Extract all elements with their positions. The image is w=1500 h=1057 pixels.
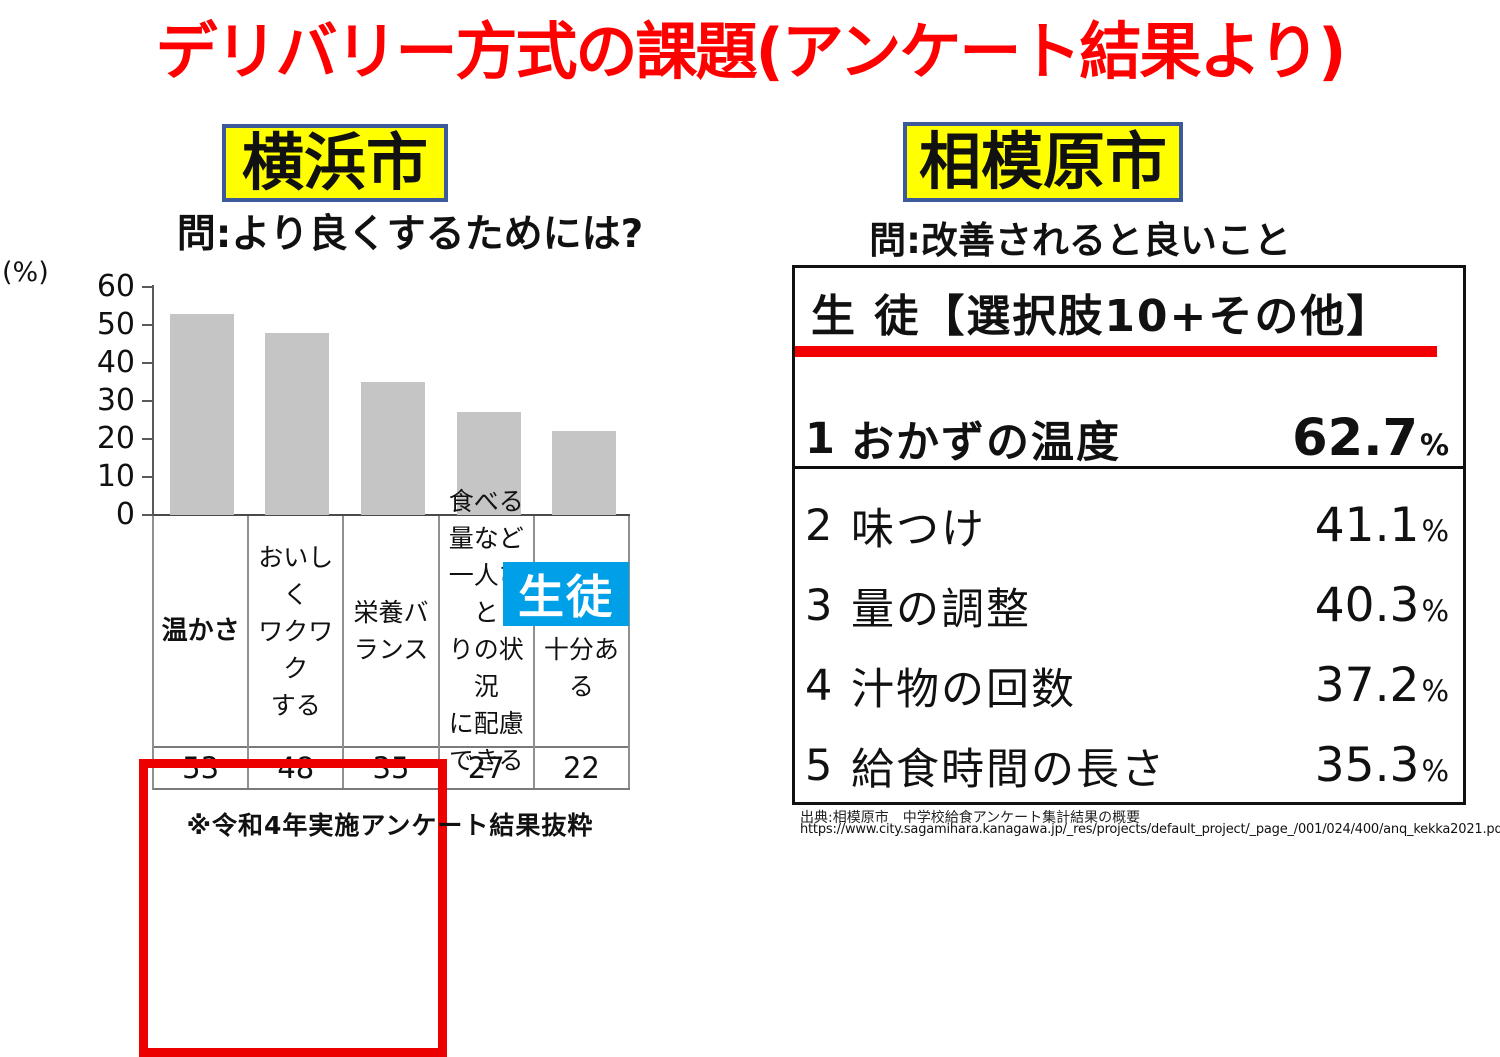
- ranking-row-5: 5 給食時間の長さ 35.3%: [795, 738, 1463, 795]
- rank-number: 2: [805, 500, 835, 551]
- y-tick-label: 40: [96, 345, 135, 380]
- y-tick-mark: [142, 324, 153, 326]
- title-red-underline-bar: [795, 346, 1437, 357]
- rank-value: 41.1%: [1314, 498, 1449, 553]
- category-value-cell: 53: [154, 746, 248, 788]
- y-tick-mark: [142, 362, 153, 364]
- rank-value-unit: %: [1421, 514, 1449, 548]
- category-cell: おいしく ワクワク する: [258, 542, 334, 720]
- top3-highlight-red-box: [139, 759, 447, 1057]
- category-column-0: 温かさ 53: [154, 516, 250, 788]
- y-tick-label: 30: [96, 383, 135, 418]
- category-cell: 食べる 量など 一人ひと りの状況 に配慮 できる: [448, 487, 524, 775]
- slide: デリバリー方式の課題(アンケート結果より) 横浜市 問:より良くするためには? …: [0, 15, 1500, 1057]
- rank-number: 4: [805, 660, 835, 711]
- y-tick-label: 50: [96, 307, 135, 342]
- category-column-1: おいしく ワクワク する 48: [249, 516, 345, 788]
- ranking-table-title: 生 徒【選択肢10+その他】: [811, 291, 1393, 342]
- bar-3: [456, 412, 521, 515]
- students-badge: 生徒: [503, 562, 629, 626]
- category-cell: 温かさ: [161, 615, 240, 646]
- yokohama-bar-chart: (%) 0 10 20 30 40 50 60 温かさ 53 おいしく ワクワク する 48 栄養バ…: [0, 255, 700, 1057]
- rank-label: 量の調整: [851, 584, 1031, 635]
- rank-value: 37.2%: [1314, 658, 1449, 713]
- slide-title: デリバリー方式の課題(アンケート結果より): [155, 15, 1347, 88]
- rank-value: 35.3%: [1314, 738, 1449, 793]
- bar-4: [552, 431, 617, 515]
- rank-label: 給食時間の長さ: [851, 744, 1166, 795]
- rank-value: 62.7%: [1292, 409, 1449, 468]
- rank-label: 味つけ: [851, 504, 986, 555]
- rank-value-unit: %: [1421, 754, 1449, 788]
- ranking-row-2: 2 味つけ 41.1%: [795, 498, 1463, 555]
- y-tick-label: 10: [96, 459, 135, 494]
- category-value-cell: 48: [249, 746, 343, 788]
- rank-label: 汁物の回数: [851, 664, 1076, 715]
- x-axis-baseline: [152, 514, 630, 516]
- bar-2: [361, 382, 425, 515]
- bar-0: [169, 313, 234, 515]
- ranking-row-1: 1 おかずの温度 62.7%: [795, 409, 1463, 469]
- ranking-row-4: 4 汁物の回数 37.2%: [795, 658, 1463, 715]
- y-tick-mark: [142, 400, 153, 402]
- y-tick-mark: [142, 286, 153, 288]
- ranking-row-3: 3 量の調整 40.3%: [795, 578, 1463, 635]
- sagamihara-city-label-box: 相模原市: [903, 122, 1183, 202]
- y-tick-label: 20: [96, 421, 135, 456]
- rank-number: 3: [805, 580, 835, 631]
- category-column-4: 食べる 時間が 十分あ る 22: [534, 516, 631, 788]
- category-value-cell: 35: [344, 746, 438, 788]
- y-axis-unit-label: (%): [2, 257, 49, 288]
- yokohama-question: 問:より良くするためには?: [176, 212, 644, 257]
- y-tick-mark: [142, 476, 153, 478]
- yokohama-city-label: 横浜市: [241, 126, 428, 199]
- sagamihara-ranking-table: 生 徒【選択肢10+その他】 1 おかずの温度 62.7% 2 味つけ 41.1% 3 量の調…: [792, 265, 1466, 805]
- sagamihara-city-label: 相模原市: [918, 125, 1167, 198]
- source-url: https://www.city.sagamihara.kanagawa.jp/…: [800, 822, 1500, 837]
- rank-number: 1: [805, 413, 837, 464]
- y-tick-mark: [142, 514, 153, 516]
- y-tick-label: 0: [115, 497, 135, 532]
- category-cell: 食べる 時間が 十分あ る: [543, 561, 619, 701]
- rank-value-unit: %: [1421, 594, 1449, 628]
- rank-value: 40.3%: [1314, 578, 1449, 633]
- bar-1: [265, 332, 330, 515]
- rank-value-unit: %: [1421, 674, 1449, 708]
- category-value-cell: 22: [534, 746, 629, 788]
- category-value-cell: 27: [439, 746, 533, 788]
- source-text: 出典:相模原市 中学校給食アンケート集計結果の概要: [800, 810, 1141, 826]
- y-tick-label: 60: [96, 269, 135, 304]
- category-cell: 栄養バ ランス: [353, 598, 429, 664]
- yokohama-footnote: ※令和4年実施アンケート結果抜粋: [186, 811, 594, 840]
- y-axis-line: [152, 285, 154, 515]
- rank-number: 5: [805, 740, 835, 791]
- y-tick-mark: [142, 438, 153, 440]
- rank-label: おかずの温度: [851, 417, 1121, 468]
- yokohama-city-label-box: 横浜市: [222, 124, 448, 202]
- rank-value-unit: %: [1419, 428, 1449, 462]
- category-column-2: 栄養バ ランス 35: [344, 516, 440, 788]
